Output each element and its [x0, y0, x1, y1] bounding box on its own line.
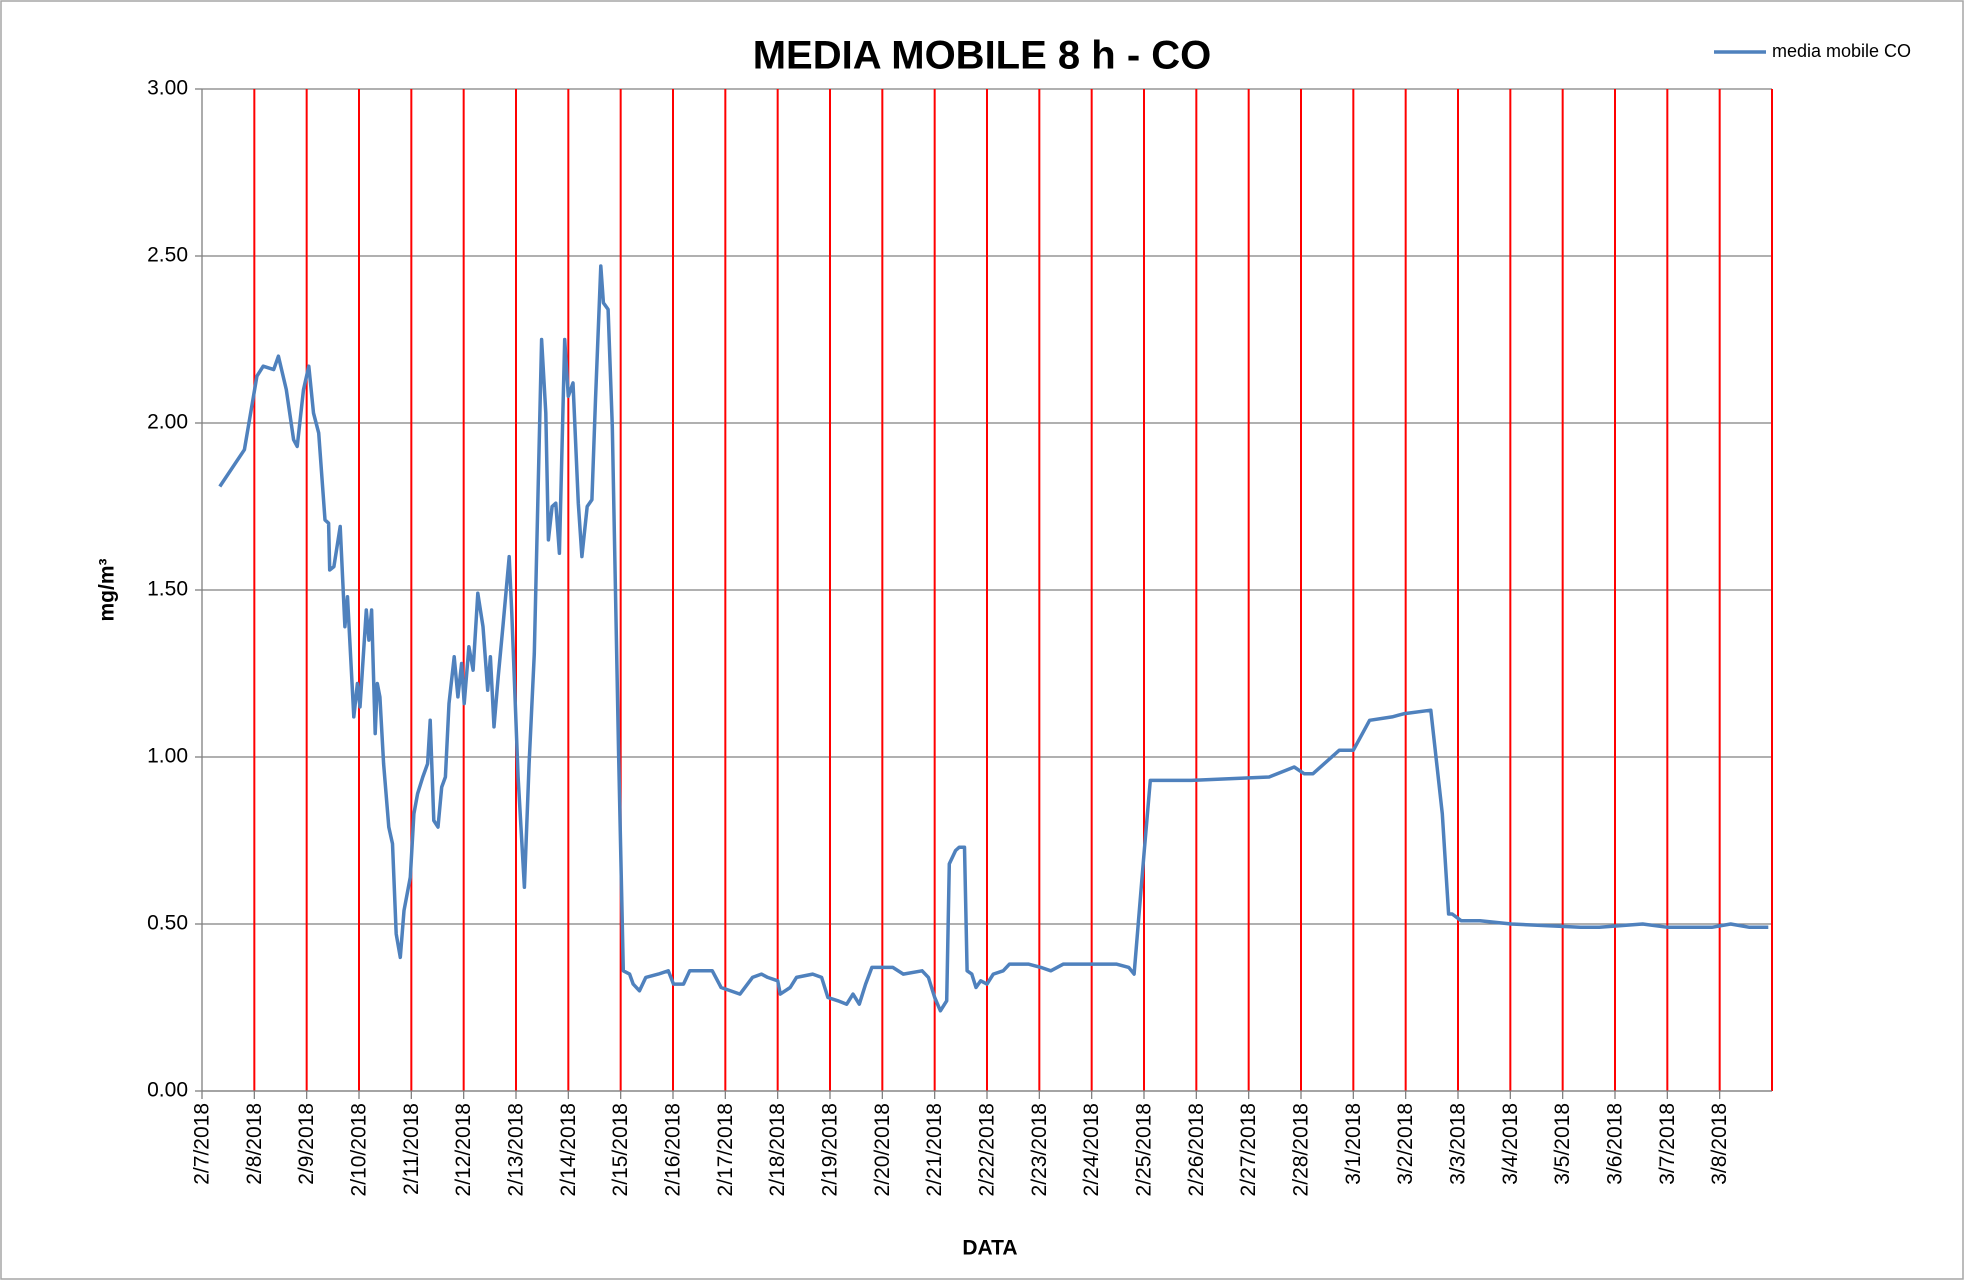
x-tick-label: 3/4/2018: [1499, 1103, 1522, 1185]
y-tick-label: 0.00: [147, 1079, 188, 1102]
x-tick-label: 2/19/2018: [819, 1103, 842, 1196]
y-tick-label: 0.50: [147, 912, 188, 935]
y-tick-label: 2.50: [147, 244, 188, 267]
y-axis-label: mg/m³: [96, 558, 119, 621]
y-tick-label: 2.00: [147, 411, 188, 434]
x-tick-label: 3/8/2018: [1708, 1103, 1731, 1185]
y-tick-label: 3.00: [147, 77, 188, 100]
x-tick-label: 2/20/2018: [871, 1103, 894, 1196]
x-tick-label: 2/22/2018: [976, 1103, 999, 1196]
chart-title: MEDIA MOBILE 8 h - CO: [753, 34, 1212, 78]
x-tick-label: 2/27/2018: [1237, 1103, 1260, 1196]
x-tick-label: 2/15/2018: [609, 1103, 632, 1196]
x-tick-label: 2/12/2018: [452, 1103, 475, 1196]
x-tick-label: 3/5/2018: [1551, 1103, 1574, 1185]
x-tick-label: 2/13/2018: [505, 1103, 528, 1196]
y-tick-label: 1.00: [147, 745, 188, 768]
x-tick-label: 2/26/2018: [1185, 1103, 1208, 1196]
x-tick-label: 2/10/2018: [348, 1103, 371, 1196]
x-tick-label: 3/1/2018: [1342, 1103, 1365, 1185]
x-tick-label: 2/23/2018: [1028, 1103, 1051, 1196]
x-tick-label: 2/25/2018: [1133, 1103, 1156, 1196]
x-tick-label: 3/2/2018: [1394, 1103, 1417, 1185]
x-tick-label: 3/6/2018: [1604, 1103, 1627, 1185]
x-tick-label: 2/11/2018: [400, 1103, 423, 1195]
x-tick-label: 2/9/2018: [295, 1103, 318, 1185]
x-tick-label: 3/3/2018: [1447, 1103, 1470, 1185]
x-axis-label: DATA: [962, 1237, 1017, 1260]
x-tick-label: 2/14/2018: [557, 1103, 580, 1196]
x-tick-label: 2/17/2018: [714, 1103, 737, 1196]
x-tick-label: 2/16/2018: [662, 1103, 685, 1196]
x-tick-label: 2/18/2018: [766, 1103, 789, 1196]
x-tick-label: 2/28/2018: [1290, 1103, 1313, 1196]
x-tick-label: 2/7/2018: [191, 1103, 214, 1185]
data-line: [218, 264, 1769, 1013]
x-tick-label: 2/21/2018: [923, 1103, 946, 1196]
y-tick-label: 1.50: [147, 578, 188, 601]
x-tick-label: 2/24/2018: [1080, 1103, 1103, 1196]
x-tick-label: 3/7/2018: [1656, 1103, 1679, 1185]
x-tick-label: 2/8/2018: [243, 1103, 266, 1185]
legend-label: media mobile CO: [1772, 41, 1911, 61]
